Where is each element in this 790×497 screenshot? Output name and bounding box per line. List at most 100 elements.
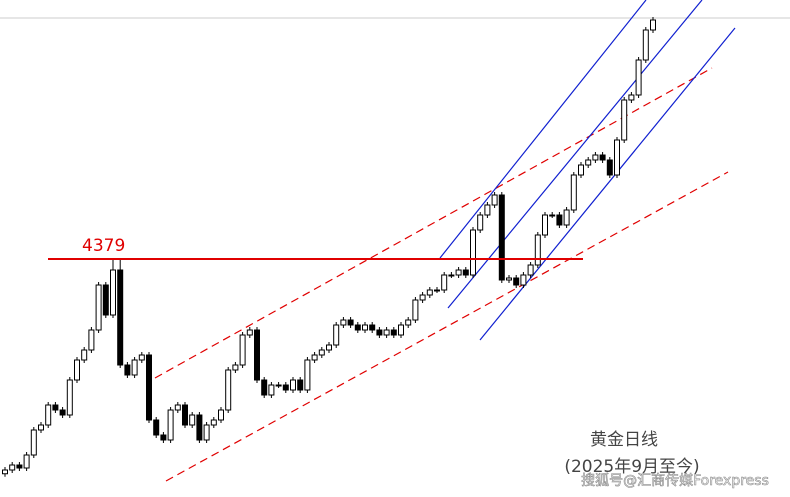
candle-body	[23, 454, 30, 469]
candle-body	[59, 409, 66, 416]
chart-subtitle: (2025年9月至今)	[564, 457, 699, 477]
candle-body	[102, 284, 109, 316]
candle-body	[383, 329, 390, 336]
candle-body	[635, 59, 642, 96]
candle-body	[275, 384, 282, 387]
candle-body	[570, 174, 577, 211]
channel-line	[154, 67, 713, 379]
candle-body	[520, 274, 527, 286]
candle-body	[45, 404, 52, 426]
candle-body	[376, 329, 383, 336]
candle-body	[448, 274, 455, 277]
candle-body	[153, 419, 160, 436]
chart-title: 黄金日线	[590, 430, 658, 450]
candle-body	[74, 359, 80, 381]
candle-body	[117, 269, 124, 366]
candle-body	[282, 384, 289, 391]
candle-body	[196, 414, 203, 441]
candle-body	[614, 139, 620, 176]
candle-body	[160, 434, 167, 441]
channel-line	[165, 171, 729, 482]
candle-body	[304, 359, 311, 391]
candle-body	[405, 319, 412, 326]
candle-body	[347, 319, 354, 326]
candle-body	[369, 324, 376, 331]
candle-body	[333, 324, 340, 346]
candle-body	[506, 277, 512, 281]
candle-body	[261, 379, 268, 396]
watermark: 搜狐号@汇商传媒Forexpress	[581, 473, 769, 489]
candle-body	[131, 359, 138, 376]
candle-body	[66, 379, 73, 416]
candle-body	[16, 464, 23, 469]
candle-body	[182, 404, 188, 426]
candle-body	[542, 214, 548, 236]
candle-body	[297, 379, 304, 391]
candle-body	[628, 94, 635, 101]
candle-body	[556, 214, 563, 226]
candle-body	[650, 19, 656, 31]
candle-body	[455, 269, 462, 276]
level-label: 4379	[82, 236, 125, 256]
candle-body	[326, 344, 332, 351]
candle-body	[527, 264, 534, 276]
candle-body	[434, 289, 440, 292]
candle-body	[81, 349, 88, 361]
candle-body	[462, 269, 469, 276]
candle-body	[426, 289, 433, 296]
candle-body	[239, 334, 246, 366]
channel-line	[439, 0, 647, 259]
candle-body	[491, 194, 498, 206]
candle-body	[232, 364, 239, 371]
channel-line	[479, 27, 736, 341]
candle-body	[534, 234, 541, 266]
candle-body	[246, 329, 253, 336]
candle-body	[642, 29, 649, 61]
candle-body	[210, 419, 217, 426]
candle-body	[585, 159, 592, 166]
candle-body	[398, 324, 404, 336]
candle-body	[362, 324, 368, 331]
candle-body	[470, 229, 476, 276]
channel-line	[447, 0, 703, 309]
candle-body	[2, 469, 8, 475]
candle-body	[599, 154, 606, 161]
candle-body	[318, 349, 325, 356]
candle-body	[340, 319, 347, 326]
candle-body	[124, 364, 131, 376]
candle-body	[268, 384, 275, 396]
candle-body	[30, 429, 37, 456]
candle-body	[311, 354, 318, 361]
candle-body	[419, 294, 426, 301]
candle-body	[88, 329, 95, 351]
candle-body	[441, 274, 448, 291]
candle-body	[578, 164, 584, 176]
candle-body	[498, 194, 505, 281]
candle-body	[174, 404, 181, 411]
candle-body	[606, 159, 613, 176]
candle-body	[52, 404, 59, 411]
candle-body	[254, 329, 260, 381]
candle-body	[110, 269, 116, 316]
candle-body	[95, 284, 102, 331]
candle-body	[167, 409, 174, 441]
candle-body	[38, 424, 44, 431]
candle-body	[189, 414, 196, 426]
candle-body	[354, 324, 361, 331]
candle-body	[146, 354, 152, 421]
candle-body	[484, 204, 491, 216]
candle-body	[9, 464, 16, 471]
candle-body	[412, 299, 419, 321]
candle-body	[563, 209, 570, 226]
candle-body	[390, 329, 397, 336]
candle-body	[290, 379, 296, 391]
candles	[2, 17, 656, 477]
candle-body	[592, 154, 599, 161]
candle-body	[203, 424, 210, 441]
candle-body	[138, 354, 145, 361]
candle-body	[621, 99, 628, 141]
candle-body	[513, 277, 520, 286]
trend-lines	[154, 0, 736, 482]
candle-body	[477, 214, 484, 231]
